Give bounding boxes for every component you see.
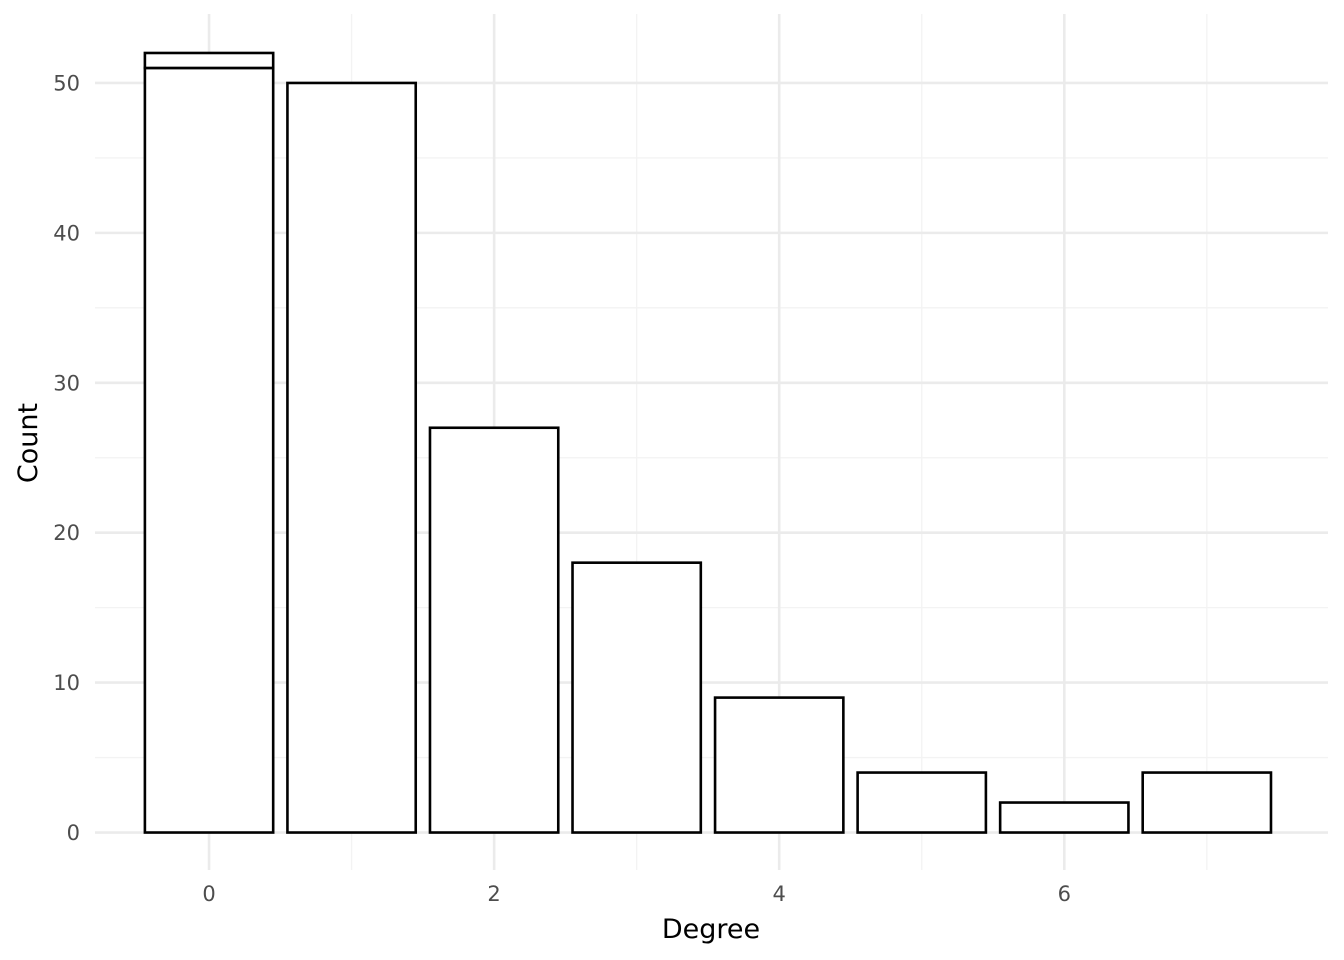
- y-tick-label: 0: [67, 821, 80, 845]
- bar-degree-4: [713, 696, 845, 834]
- bar-degree-7: [1141, 771, 1273, 834]
- y-tick-label: 30: [53, 371, 80, 395]
- x-tick-label: 0: [202, 882, 215, 906]
- bar-segment-degree-0: [143, 51, 275, 70]
- bar-degree-2: [428, 426, 560, 834]
- bar-degree-0: [143, 66, 275, 834]
- bar-degree-3: [571, 561, 703, 834]
- y-tick-label: 40: [53, 221, 80, 245]
- y-axis-title: Count: [13, 403, 44, 483]
- x-tick-label: 2: [487, 882, 500, 906]
- y-tick-label: 10: [53, 671, 80, 695]
- x-tick-label: 4: [773, 882, 786, 906]
- x-axis-tick-labels: 0 2 4 6: [202, 882, 1071, 906]
- y-axis-tick-labels: 0 10 20 30 40 50: [53, 71, 80, 845]
- bar-degree-5: [856, 771, 988, 834]
- y-tick-label: 50: [53, 71, 80, 95]
- major-gridlines: [95, 14, 1328, 870]
- bar-degree-6: [998, 801, 1130, 834]
- x-axis-title: Degree: [662, 914, 760, 945]
- y-tick-label: 20: [53, 521, 80, 545]
- bars-group: [143, 51, 1273, 834]
- x-tick-label: 6: [1058, 882, 1071, 906]
- bar-degree-1: [286, 81, 418, 834]
- minor-gridlines: [95, 14, 1328, 870]
